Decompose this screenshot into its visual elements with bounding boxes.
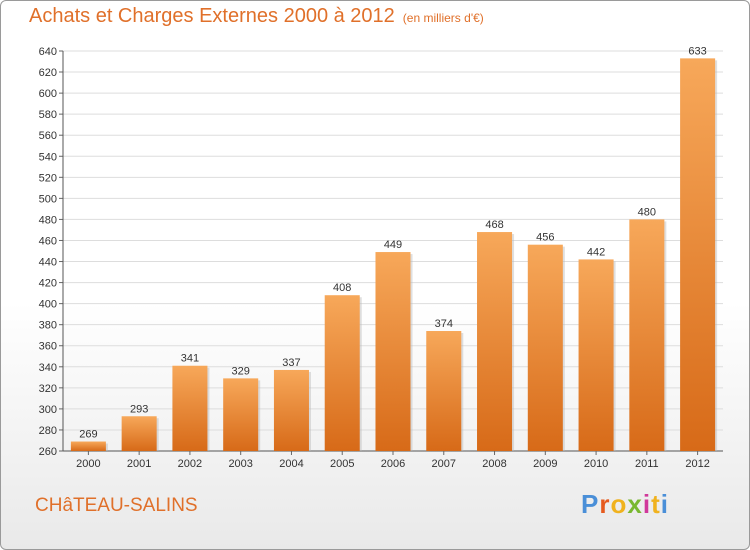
data-label: 293 [130, 403, 148, 415]
y-tick-label: 620 [39, 67, 57, 79]
proxiti-logo: Proxiti [581, 489, 669, 520]
x-tick-label: 2005 [330, 458, 354, 470]
x-tick-label: 2000 [76, 458, 100, 470]
y-tick-label: 340 [39, 362, 57, 374]
x-tick-label: 2012 [685, 458, 709, 470]
y-tick-label: 420 [39, 278, 57, 290]
data-label: 269 [79, 429, 97, 441]
y-tick-label: 520 [39, 172, 57, 184]
y-tick-label: 480 [39, 214, 57, 226]
y-tick-label: 540 [39, 151, 57, 163]
y-tick-label: 400 [39, 299, 57, 311]
y-tick-label: 460 [39, 235, 57, 247]
logo-letter: i [660, 489, 669, 519]
x-tick-label: 2003 [228, 458, 252, 470]
bar [527, 244, 563, 451]
bar [223, 378, 259, 451]
x-tick-label: 2004 [279, 458, 303, 470]
y-tick-label: 320 [39, 383, 57, 395]
bar [477, 232, 513, 451]
logo-letter: P [581, 489, 600, 519]
data-label: 456 [536, 232, 554, 244]
bar [273, 369, 309, 451]
y-tick-label: 300 [39, 404, 57, 416]
logo-letter: o [610, 489, 628, 519]
bar [578, 259, 614, 451]
x-tick-label: 2010 [584, 458, 608, 470]
logo-letter: t [651, 489, 661, 519]
y-tick-label: 360 [39, 341, 57, 353]
chart-unit: (en milliers d'€) [402, 11, 484, 25]
data-label: 329 [232, 365, 250, 377]
logo-letter: r [599, 489, 611, 519]
data-label: 480 [638, 206, 656, 218]
y-tick-label: 280 [39, 425, 57, 437]
y-tick-label: 600 [39, 88, 57, 100]
y-tick-label: 560 [39, 130, 57, 142]
data-label: 468 [485, 219, 503, 231]
data-label: 341 [181, 353, 199, 365]
chart-title-text: Achats et Charges Externes 2000 à 2012 [29, 5, 395, 27]
bar [375, 252, 411, 451]
y-tick-label: 440 [39, 257, 57, 269]
data-label: 442 [587, 246, 605, 258]
x-tick-label: 2006 [381, 458, 405, 470]
data-label: 408 [333, 282, 351, 294]
bar [172, 365, 208, 451]
town-name: CHâTEAU-SALINS [35, 495, 198, 516]
x-tick-label: 2002 [178, 458, 202, 470]
chart-title: Achats et Charges Externes 2000 à 2012 (e… [29, 5, 484, 28]
x-tick-label: 2001 [127, 458, 151, 470]
x-tick-label: 2008 [482, 458, 506, 470]
bar [629, 219, 665, 451]
bar [70, 441, 106, 451]
bar [324, 295, 360, 451]
logo-letter: x [627, 489, 643, 519]
y-tick-label: 640 [39, 46, 57, 58]
data-label: 374 [435, 318, 453, 330]
x-tick-label: 2011 [635, 458, 659, 470]
x-tick-label: 2007 [432, 458, 456, 470]
data-label: 337 [282, 357, 300, 369]
bar [680, 58, 716, 452]
x-tick-label: 2009 [533, 458, 557, 470]
logo-letter: i [642, 489, 652, 519]
data-label: 633 [688, 45, 706, 57]
y-tick-label: 500 [39, 193, 57, 205]
data-label: 449 [384, 239, 402, 251]
bar [426, 331, 462, 451]
y-tick-label: 380 [39, 320, 57, 332]
y-tick-label: 260 [39, 446, 57, 458]
y-tick-label: 580 [39, 109, 57, 121]
bar [121, 416, 157, 451]
